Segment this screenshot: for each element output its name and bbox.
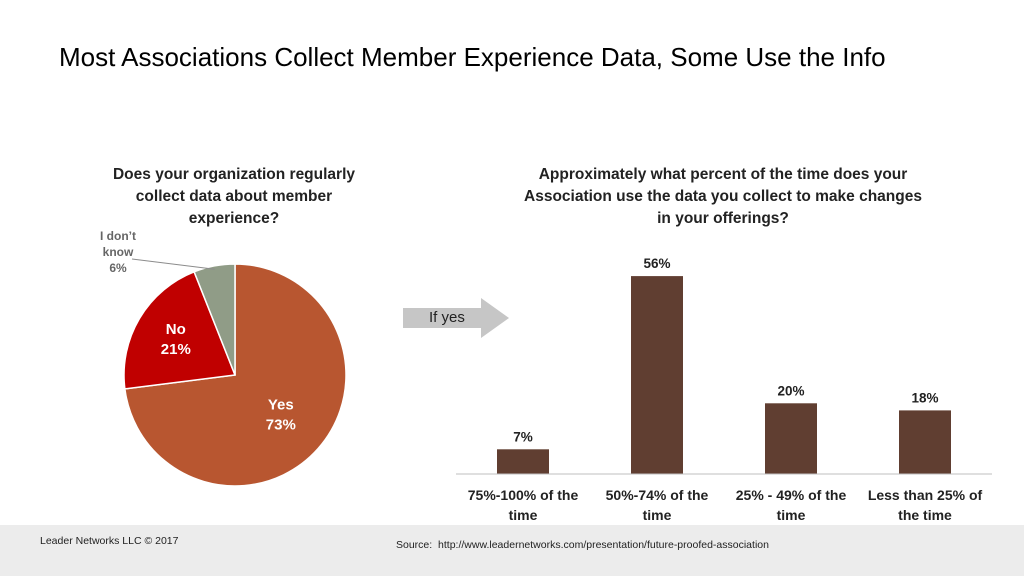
pie-question-line: Does your organization regularly [112,166,356,183]
bar-category-label: time [643,507,672,523]
bar-category-label: time [777,507,806,523]
bar-value-label: 18% [911,390,938,405]
pie-question: Does your organization regularly collect… [84,164,384,230]
bar-category-label: time [509,507,538,523]
pie-slice-label: No [166,321,186,338]
source-label: Source: [396,539,433,551]
pie-slice-label: Yes [268,396,294,413]
source-url[interactable]: http://www.leadernetworks.com/presentati… [438,539,769,551]
pie-question-line: experience? [188,210,280,227]
pie-slice-label: I don’t [100,229,136,243]
bar-question: Approximately what percent of the time d… [478,164,968,230]
bar-category-label: 50%-74% of the [606,487,709,503]
pie-slice-no [123,270,237,390]
pie-leader-line [131,258,215,270]
pie-slice-label: 73% [266,416,296,433]
footer-copyright: Leader Networks LLC © 2017 [40,535,179,547]
pie-question-line: collect data about member [135,188,333,205]
bar-category-label: Less than 25% of [868,487,983,503]
bar-category-label: 25% - 49% of the [736,487,847,503]
bar-category-label: the time [898,507,952,523]
bar-question-line: Association use the data you collect to … [524,188,922,205]
bar [765,403,817,474]
bar-category-label: 75%-100% of the [468,487,579,503]
bar-value-label: 7% [513,429,533,444]
if-yes-arrow: If yes [403,298,509,338]
pie-slice-label: 6% [109,261,127,275]
pie-chart: Yes 73% No 21% I don’t know 6% [100,229,347,487]
arrow-polygon [403,298,509,338]
bar [631,276,683,474]
arrow-label: If yes [429,309,465,326]
footer: Leader Networks LLC © 2017 Source: http:… [0,525,1024,576]
bar [497,449,549,474]
pie-slice-label: know [103,245,134,259]
bar-chart: 7% 75%-100% of the time 56% 50%-74% of the ti… [456,256,992,523]
pie-slice-i-don-t-know [193,263,236,376]
bar-value-label: 20% [777,383,804,398]
bar-question-line: in your offerings? [657,210,789,227]
pie-slice-label: 21% [161,341,191,358]
slide-title: Most Associations Collect Member Experie… [59,42,886,72]
arrow-shape [403,298,509,338]
bar-value-label: 56% [643,256,670,271]
bar-question-line: Approximately what percent of the time d… [538,166,908,183]
bar [899,410,951,474]
footer-source: Source: http://www.leadernetworks.com/pr… [396,539,769,551]
